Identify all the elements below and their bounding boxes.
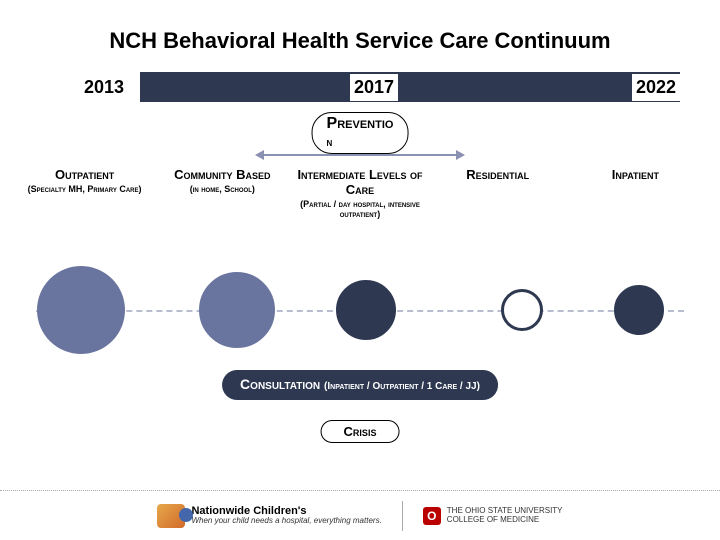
- timeline-year: 2022: [632, 74, 680, 101]
- column: Intermediate Levels of Care(Partial / da…: [295, 168, 424, 220]
- arrow-left-head-icon: [255, 150, 264, 160]
- column-main: Intermediate Levels of Care: [295, 168, 424, 198]
- footer-left-text: Nationwide Children's When your child ne…: [191, 506, 381, 525]
- column-main: Outpatient: [20, 168, 149, 183]
- prevention-label: Preventio: [327, 115, 394, 132]
- continuum-circle: [614, 285, 664, 335]
- column: Community Based (in home, School): [158, 168, 287, 195]
- footer-logo-left: Nationwide Children's When your child ne…: [157, 504, 381, 528]
- consultation-main: Consultation: [240, 376, 324, 392]
- footer-right-text: THE OHIO STATE UNIVERSITY COLLEGE OF MED…: [447, 507, 563, 525]
- arrow-right-head-icon: [456, 150, 465, 160]
- continuum-circle: [501, 289, 543, 331]
- column: Inpatient: [571, 168, 700, 185]
- column: Outpatient (Specialty MH, Primary Care): [20, 168, 149, 195]
- butterfly-icon: [157, 504, 185, 528]
- prevention-label-2: n: [327, 137, 333, 149]
- consultation-sub: (Inpatient / Outpatient / 1 Care / JJ): [324, 381, 480, 392]
- circles-row: [36, 260, 684, 360]
- column-main: Community Based: [158, 168, 287, 183]
- crisis-pill: Crisis: [321, 420, 400, 443]
- continuum-circle: [199, 272, 275, 348]
- consultation-pill: Consultation (Inpatient / Outpatient / 1…: [222, 370, 498, 400]
- double-arrow: [255, 150, 465, 160]
- osu-o-icon: O: [423, 507, 441, 525]
- timeline-bg: [140, 72, 680, 102]
- timeline-year: 2017: [350, 74, 398, 101]
- prevention-pill: Preventio n: [312, 112, 409, 154]
- columns-row: Outpatient (Specialty MH, Primary Care) Co…: [20, 168, 700, 220]
- page-title: NCH Behavioral Health Service Care Conti…: [0, 28, 720, 54]
- footer: Nationwide Children's When your child ne…: [0, 490, 720, 540]
- footer-logo-right: O THE OHIO STATE UNIVERSITY COLLEGE OF M…: [423, 507, 563, 525]
- footer-left-tag: When your child needs a hospital, everyt…: [191, 517, 381, 525]
- continuum-circle: [37, 266, 125, 354]
- continuum-circle: [336, 280, 396, 340]
- timeline-year: 2013: [80, 74, 128, 101]
- column-sub: (in home, School): [158, 185, 287, 195]
- column-sub: (Specialty MH, Primary Care): [20, 185, 149, 195]
- column-main: Residential: [433, 168, 562, 183]
- arrow-line: [264, 154, 456, 156]
- column-main: Inpatient: [571, 168, 700, 183]
- footer-right-line2: COLLEGE OF MEDICINE: [447, 516, 563, 525]
- footer-separator: [402, 501, 403, 531]
- timeline-bar: 2013 2017 2022: [80, 72, 680, 102]
- column-sub: (Partial / day hospital, intensive outpa…: [295, 200, 424, 220]
- column: Residential: [433, 168, 562, 185]
